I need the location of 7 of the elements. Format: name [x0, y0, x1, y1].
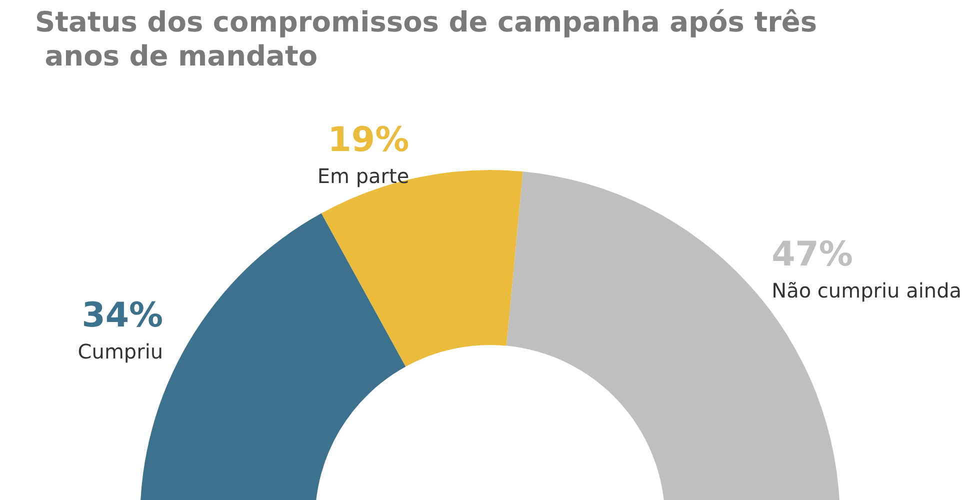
slice-label: Não cumpriu ainda	[772, 278, 962, 302]
slice-label: Cumpriu	[78, 340, 164, 364]
chart-title: Status dos compromissos de campanha após três anos de mandato	[35, 6, 818, 72]
data-label: 19%	[328, 120, 410, 160]
slice-label: Em parte	[317, 164, 410, 188]
data-label: 47%	[772, 234, 854, 274]
data-label: 34%	[82, 296, 164, 336]
